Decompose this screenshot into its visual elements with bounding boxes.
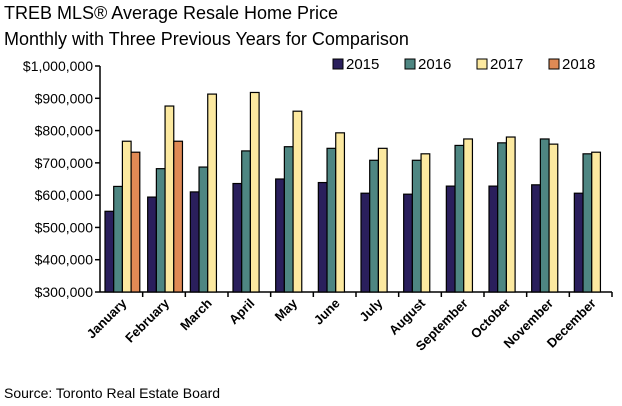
legend-label: 2015 bbox=[346, 56, 379, 73]
bar-2015-october bbox=[488, 185, 499, 293]
x-tick-label: August bbox=[386, 295, 429, 338]
bar-2015-december bbox=[573, 192, 584, 293]
legend-label: 2018 bbox=[562, 56, 595, 73]
legend-label: 2017 bbox=[490, 56, 523, 73]
legend-swatch-2017 bbox=[476, 58, 488, 70]
bar-2016-january bbox=[113, 185, 123, 293]
x-tick-label: May bbox=[272, 295, 301, 324]
y-tick-label: $400,000 bbox=[35, 252, 94, 268]
x-tick-label: June bbox=[311, 296, 343, 328]
bar-2015-may bbox=[275, 178, 285, 293]
y-tick-label: $600,000 bbox=[35, 187, 94, 203]
bar-2016-november bbox=[539, 138, 550, 293]
bar-2018-january bbox=[130, 151, 141, 293]
bar-2016-june bbox=[326, 147, 337, 293]
legend-swatch-2015 bbox=[332, 58, 344, 70]
legend-swatch-2018 bbox=[548, 58, 560, 70]
bar-2017-january bbox=[121, 140, 132, 293]
bar-2016-august bbox=[411, 159, 422, 293]
bar-2015-july bbox=[360, 192, 371, 293]
bar-2017-september bbox=[463, 138, 474, 293]
bar-2015-january bbox=[104, 210, 115, 293]
bar-2016-may bbox=[283, 146, 294, 293]
bar-2015-june bbox=[317, 181, 328, 293]
y-tick-label: $700,000 bbox=[35, 155, 94, 171]
bar-2016-december bbox=[582, 153, 593, 293]
y-tick-label: $500,000 bbox=[35, 219, 94, 235]
bar-2017-june bbox=[335, 132, 346, 293]
bar-2017-july bbox=[377, 147, 388, 293]
source-note: Source: Toronto Real Estate Board bbox=[4, 385, 221, 401]
bar-2016-march bbox=[198, 166, 209, 293]
legend-swatch-2016 bbox=[404, 58, 416, 70]
bar-2016-october bbox=[497, 142, 508, 293]
bar-2017-april bbox=[249, 91, 260, 293]
bar-2017-november bbox=[548, 143, 559, 293]
y-tick-label: $800,000 bbox=[35, 123, 94, 139]
bar-2015-march bbox=[189, 191, 200, 293]
y-tick-label: $300,000 bbox=[35, 284, 94, 300]
bar-2015-april bbox=[232, 182, 243, 293]
x-tick-label: February bbox=[122, 295, 172, 345]
chart-subtitle: Monthly with Three Previous Years for Co… bbox=[4, 29, 409, 49]
bar-2015-february bbox=[147, 196, 157, 293]
bar-2017-february bbox=[164, 105, 175, 293]
bar-2018-february bbox=[173, 140, 184, 293]
bar-2017-december bbox=[591, 151, 602, 293]
legend-label: 2016 bbox=[418, 56, 451, 73]
x-tick-label: April bbox=[226, 296, 258, 328]
bar-2015-august bbox=[403, 193, 413, 293]
bar-2017-october bbox=[505, 136, 516, 293]
y-tick-label: $1,000,000 bbox=[23, 58, 93, 74]
bar-2016-september bbox=[454, 144, 465, 293]
bar-2016-february bbox=[155, 168, 166, 293]
bar-2015-september bbox=[445, 185, 456, 293]
chart-title: TREB MLS® Average Resale Home Price bbox=[4, 3, 339, 23]
bar-2016-april bbox=[241, 150, 251, 293]
x-tick-label: March bbox=[177, 295, 215, 333]
bar-2017-march bbox=[207, 93, 218, 293]
bar-2017-may bbox=[292, 110, 303, 293]
bar-2017-august bbox=[420, 153, 431, 293]
y-tick-label: $900,000 bbox=[35, 90, 94, 106]
x-tick-label: July bbox=[356, 295, 386, 325]
bar-2015-november bbox=[531, 184, 541, 293]
bar-2016-july bbox=[369, 159, 380, 293]
